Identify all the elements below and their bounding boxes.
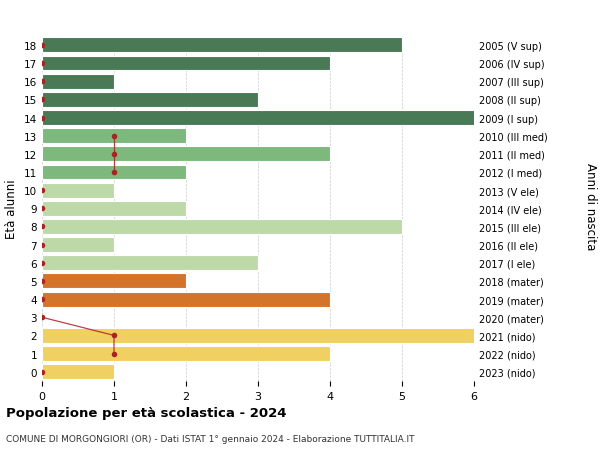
- Bar: [42, 129, 186, 144]
- Bar: [42, 292, 330, 307]
- Bar: [42, 274, 186, 289]
- Text: Popolazione per età scolastica - 2024: Popolazione per età scolastica - 2024: [6, 406, 287, 419]
- Text: COMUNE DI MORGONGIORI (OR) - Dati ISTAT 1° gennaio 2024 - Elaborazione TUTTITALI: COMUNE DI MORGONGIORI (OR) - Dati ISTAT …: [6, 434, 415, 443]
- Bar: [42, 183, 114, 198]
- Bar: [42, 93, 258, 107]
- Bar: [42, 147, 330, 162]
- Bar: [42, 238, 114, 252]
- Bar: [42, 219, 402, 235]
- Bar: [42, 39, 402, 53]
- Bar: [42, 347, 330, 361]
- Bar: [42, 74, 114, 90]
- Bar: [42, 328, 510, 343]
- Bar: [42, 202, 186, 216]
- Bar: [42, 56, 330, 71]
- Y-axis label: Età alunni: Età alunni: [5, 179, 19, 239]
- Bar: [42, 364, 114, 379]
- Text: Anni di nascita: Anni di nascita: [584, 163, 597, 250]
- Bar: [42, 111, 510, 126]
- Bar: [42, 165, 186, 180]
- Bar: [42, 256, 258, 271]
